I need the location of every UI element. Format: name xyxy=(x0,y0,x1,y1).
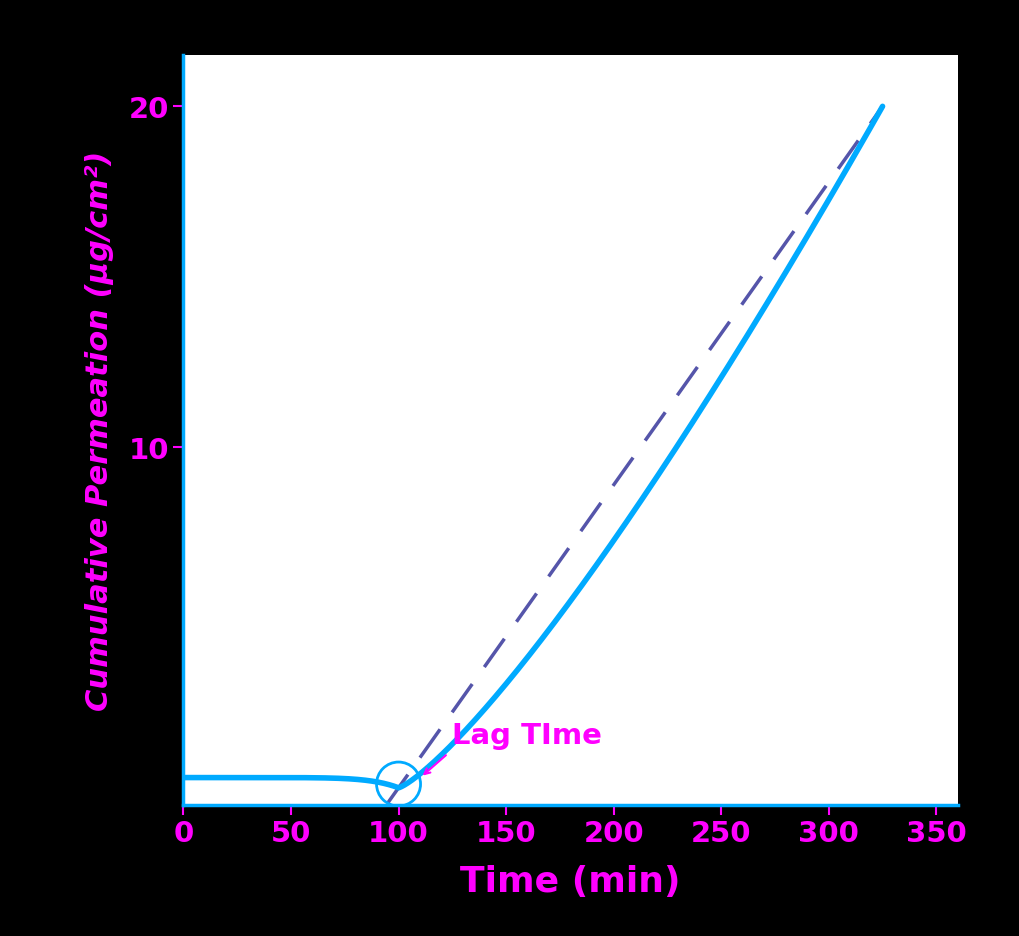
Text: Lag TIme: Lag TIme xyxy=(452,722,602,750)
X-axis label: Time (min): Time (min) xyxy=(461,864,681,899)
Y-axis label: Cumulative Permeation (μg/cm²): Cumulative Permeation (μg/cm²) xyxy=(86,151,114,710)
